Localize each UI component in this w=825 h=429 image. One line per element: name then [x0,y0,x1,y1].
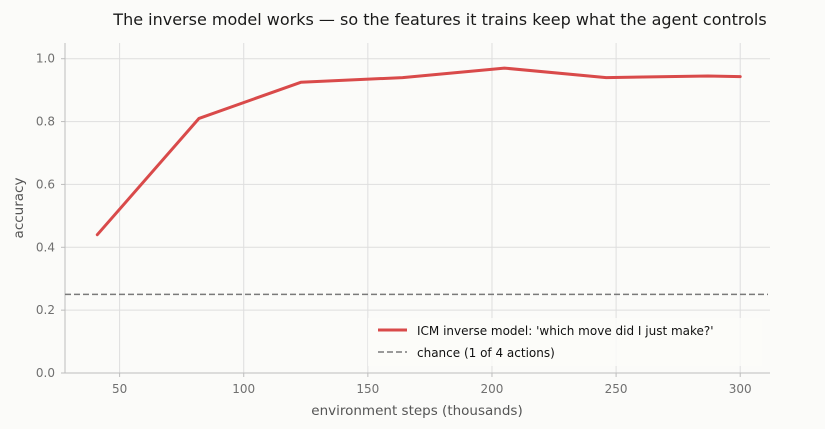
y-tick-label: 0.6 [36,177,55,191]
y-tick-label: 1.0 [36,52,55,66]
legend-label-icm: ICM inverse model: 'which move did I jus… [417,324,714,338]
axes [64,43,770,374]
x-tick-label: 100 [232,382,255,396]
x-tick-label: 150 [356,382,379,396]
legend: ICM inverse model: 'which move did I jus… [368,318,762,366]
series-layer [65,66,768,296]
y-tick-label: 0.0 [36,366,55,380]
x-tick-label: 50 [112,382,127,396]
x-tick-label: 200 [481,382,504,396]
ticks: 50 100 150 200 250 300 0.0 0.2 0.4 0.6 0.8 1.0 [36,52,752,396]
chart-title: The inverse model works — so the feature… [112,10,766,29]
y-tick-label: 0.2 [36,303,55,317]
legend-label-chance: chance (1 of 4 actions) [417,346,555,360]
legend-box [368,318,762,366]
y-axis-label: accuracy [11,178,27,239]
x-tick-label: 250 [605,382,628,396]
y-tick-label: 0.4 [36,240,55,254]
x-tick-label: 300 [729,382,752,396]
icm-series-line [95,66,742,237]
y-tick-label: 0.8 [36,115,55,129]
x-axis-label: environment steps (thousands) [311,403,522,419]
